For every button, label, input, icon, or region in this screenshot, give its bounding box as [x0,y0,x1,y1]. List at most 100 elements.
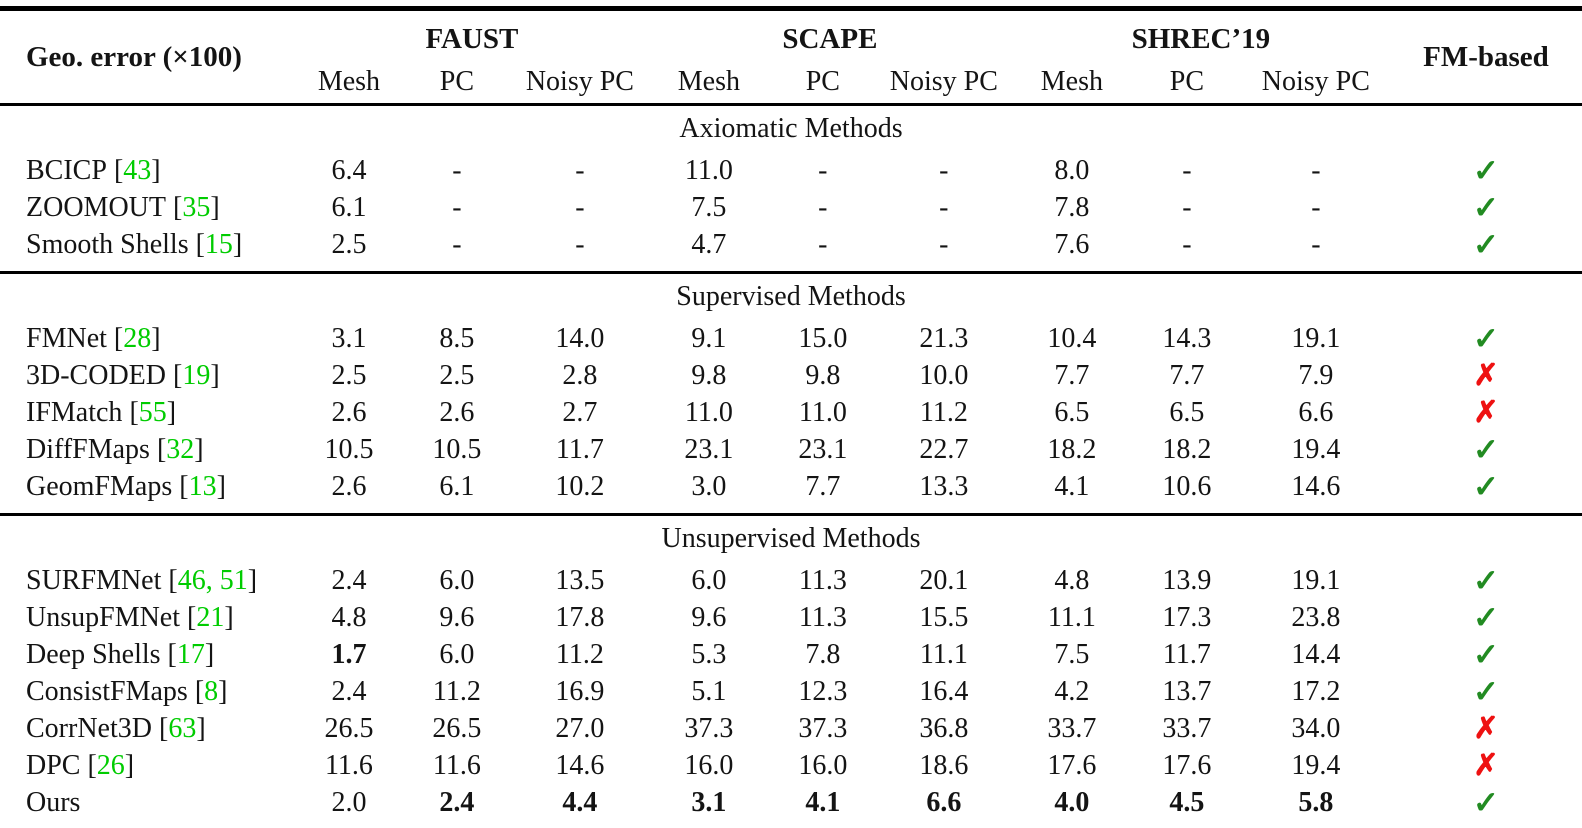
value-cell: 10.4 [1047,322,1097,354]
citation-bracket-close: ] [204,638,215,670]
value-cell: - [818,191,828,223]
value-cell: 7.5 [691,191,727,223]
value-cell: 19.1 [1291,322,1341,354]
table-row: SURFMNet [46, 51] 2.4 6.0 13.5 6.0 11.3 20.1 4.8… [0,562,1582,599]
method-name-cell: ZOOMOUT [35] [0,189,296,226]
value-cell: 6.4 [331,154,367,186]
method-name: 3D-CODED [26,359,166,391]
method-name: DiffFMaps [26,433,150,465]
section-label: Axiomatic Methods [679,113,903,144]
citation-link[interactable]: 8 [204,675,219,707]
value-cell: 4.7 [691,228,727,260]
table-row: IFMatch [55] 2.6 2.6 2.7 11.0 11.0 11.2 6.5 6.5 6.… [0,394,1582,431]
value-cell: 18.2 [1162,433,1212,465]
value-cell: - [452,191,462,223]
citation-link[interactable]: 15 [204,228,233,260]
citation-bracket-close: ] [151,322,161,354]
method-name: UnsupFMNet [26,601,181,633]
value-cell: 7.8 [805,638,841,670]
table-row: ConsistFMaps [8] 2.4 11.2 16.9 5.1 12.3 16.4 4.2… [0,673,1582,710]
citation-link[interactable]: 19 [182,359,211,391]
value-cell: 20.1 [919,564,969,596]
value-cell: 11.6 [432,749,481,781]
method-name: GeomFMaps [26,470,173,502]
citation-bracket-open: [ [173,191,183,223]
value-cell: 37.3 [684,712,734,744]
value-cell: 13.9 [1162,564,1212,596]
table-row: Ours 2.0 2.4 4.4 3.1 4.1 6.6 4.0 4.5 5.8 ✓ [0,784,1582,828]
citation-link[interactable]: 63 [168,712,197,744]
value-cell: 16.4 [919,675,969,707]
citation-link[interactable]: 32 [166,433,195,465]
citation-bracket-open: [ [168,564,178,596]
value-cell: 6.1 [331,191,367,223]
fm-based-header: FM-based [1423,40,1549,73]
method-name-cell: DPC [26] [0,747,296,784]
value-cell: - [818,154,828,186]
check-icon: ✓ [1472,153,1499,188]
value-cell: 26.5 [432,712,482,744]
citation-link[interactable]: 17 [176,638,205,670]
citation-link[interactable]: 43 [123,154,152,186]
value-cell: 11.1 [1047,601,1096,633]
table-row: UnsupFMNet [21] 4.8 9.6 17.8 9.6 11.3 15.5 11.1 1… [0,599,1582,636]
method-name-cell: Smooth Shells [15] [0,226,296,273]
fm-based-cell: ✗ [1390,747,1582,784]
citation-link[interactable]: 26 [96,749,125,781]
value-cell: 17.2 [1291,675,1341,707]
table-row: CorrNet3D [63] 26.5 26.5 27.0 37.3 37.3 36.8 33.… [0,710,1582,747]
value-cell: 34.0 [1291,712,1341,744]
value-cell: 2.7 [562,396,598,428]
method-name-cell: CorrNet3D [63] [0,710,296,747]
value-cell: 2.5 [331,359,367,391]
citation-link[interactable]: 35 [182,191,211,223]
value-cell: 11.1 [919,638,968,670]
value-cell: - [452,154,462,186]
section-label: Unsupervised Methods [661,523,921,554]
value-cell: 4.5 [1169,786,1205,818]
citation-bracket-open: [ [173,359,183,391]
method-name: DPC [26,749,81,781]
value-cell: 11.3 [798,564,847,596]
cross-icon: ✗ [1473,358,1499,392]
method-name-cell: GeomFMaps [13] [0,468,296,515]
value-cell: - [1311,191,1321,223]
value-cell: 19.4 [1291,749,1341,781]
section-header-row: Supervised Methods [0,272,1582,321]
citation-link[interactable]: 55 [138,396,167,428]
check-icon: ✓ [1472,190,1499,225]
value-cell: - [452,228,462,260]
value-cell: 2.0 [331,786,367,818]
value-cell: 10.0 [919,359,969,391]
value-cell: 4.0 [1054,786,1090,818]
citation-bracket-close: ] [194,433,204,465]
value-cell: 3.1 [331,322,367,354]
value-cell: 4.4 [562,786,598,818]
value-cell: - [1311,154,1321,186]
value-cell: 7.7 [805,470,841,502]
value-cell: 6.5 [1054,396,1090,428]
citation-link[interactable]: 28 [123,322,152,354]
method-name: Ours [26,786,81,818]
value-cell: 11.7 [555,433,604,465]
table-title: Geo. error (×100) [26,40,242,73]
value-cell: - [575,228,585,260]
citation-link[interactable]: 13 [188,470,217,502]
subheader-faust-pc: PC [439,66,475,97]
value-cell: 6.0 [439,564,475,596]
value-cell: 2.6 [439,396,475,428]
value-cell: 23.1 [684,433,734,465]
citation-bracket-open: [ [156,433,167,465]
value-cell: - [1182,191,1192,223]
table-row: DiffFMaps [32] 10.5 10.5 11.7 23.1 23.1 22.7 18.… [0,431,1582,468]
method-name-cell: IFMatch [55] [0,394,296,431]
value-cell: 2.4 [331,675,367,707]
value-cell: 16.9 [555,675,605,707]
citation-bracket-open: [ [113,154,124,186]
subheader-shrec19-noisy-pc: Noisy PC [1261,66,1370,97]
value-cell: 4.2 [1054,675,1090,707]
citation-link[interactable]: 46, 51 [177,564,248,596]
citation-link[interactable]: 21 [196,601,225,633]
value-cell: 11.2 [919,396,968,428]
method-name-cell: FMNet [28] [0,320,296,357]
